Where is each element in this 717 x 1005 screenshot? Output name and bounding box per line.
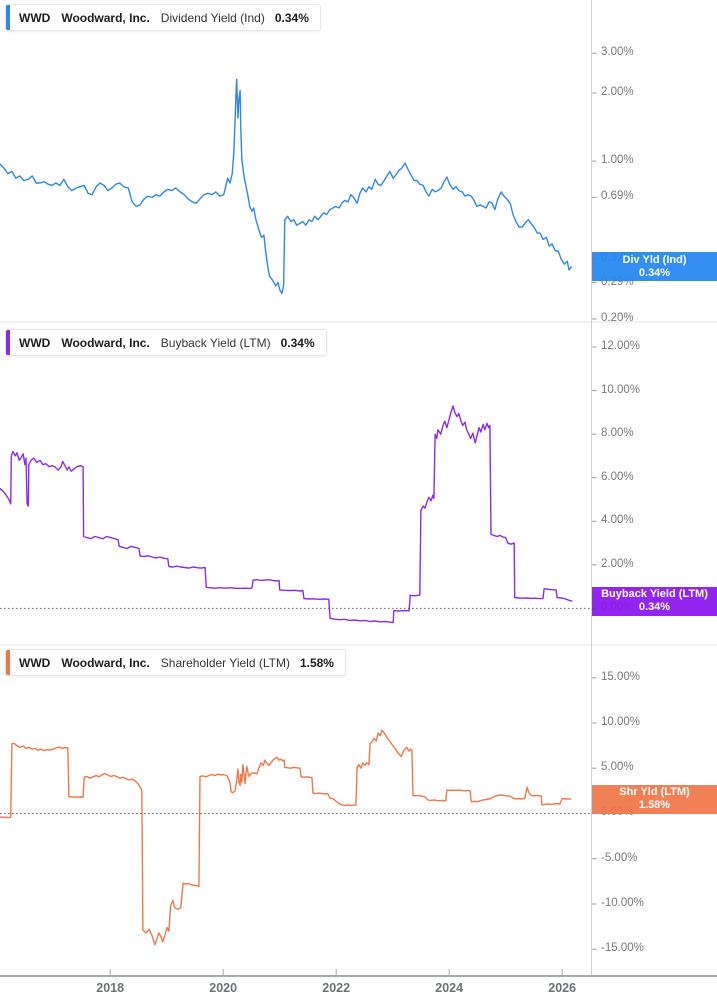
series-color-bar-purple [6,330,10,355]
last-value-badge-buyback-yld: Buyback Yield (LTM) 0.34% [592,586,717,616]
x-tick-label: 2026 [548,981,577,995]
y-tick-label: 0.20% [601,312,634,324]
badge-value: 0.34% [638,266,671,279]
series-color-bar-orange [6,650,10,675]
metric-name: Shareholder Yield (LTM) [160,655,290,670]
y-tick-label: 10.00% [601,383,641,396]
y-tick-label: 2.00% [601,557,634,570]
legend-shareholder-yield[interactable]: WWD Woodward, Inc. Shareholder Yield (LT… [5,649,346,676]
y-tick-label: 8.00% [601,427,634,440]
x-tick-label: 2022 [322,981,351,995]
y-tick-label: 1.00% [601,154,634,167]
metric-name: Buyback Yield (LTM) [160,335,271,350]
legend-buyback-yield[interactable]: WWD Woodward, Inc. Buyback Yield (LTM) 0… [5,329,327,356]
dividend-yield-ind--line [0,78,572,294]
y-tick-label: 6.00% [601,470,634,483]
y-tick-label: 5.00% [601,761,634,774]
badge-label: Div Yld (Ind) [622,253,687,266]
ticker-symbol: WWD [19,655,51,670]
last-value-badge-shr-yld: Shr Yld (LTM) 1.58% [592,784,717,814]
badge-value: 0.34% [638,601,671,613]
badge-label: Shr Yld (LTM) [619,786,690,799]
y-tick-label: 4.00% [601,514,634,527]
y-tick-label: 3.00% [601,46,634,59]
y-tick-label: 2.00% [601,86,634,99]
metric-value: 0.34% [280,335,315,350]
metric-name: Dividend Yield (Ind) [160,10,265,25]
ticker-symbol: WWD [19,335,51,350]
badge-value: 1.58% [638,799,671,812]
ticker-symbol: WWD [19,10,51,25]
x-tick-label: 2018 [96,981,125,995]
y-tick-label: -15.00% [601,942,644,955]
x-tick-label: 2020 [209,981,238,995]
company-name: Woodward, Inc. [61,655,150,670]
x-tick-label: 2024 [435,981,464,995]
company-name: Woodward, Inc. [61,10,150,25]
y-tick-label: -10.00% [601,896,644,909]
shareholder-yield-ltm--line [0,729,572,946]
company-name: Woodward, Inc. [61,335,150,350]
y-tick-label: 10.00% [601,715,641,728]
badge-label: Buyback Yield (LTM) [601,588,708,600]
legend-dividend-yield[interactable]: WWD Woodward, Inc. Dividend Yield (Ind) … [5,4,321,31]
buyback-yield-ltm--line [0,405,573,624]
series-color-bar-blue [6,5,10,30]
y-tick-label: 15.00% [601,670,641,683]
metric-value: 0.34% [274,10,309,25]
last-value-badge-div-yld: Div Yld (Ind) 0.34% [592,252,717,282]
metric-value: 1.58% [299,655,334,670]
y-tick-label: -5.00% [601,851,638,864]
y-tick-label: 12.00% [601,340,641,353]
y-tick-label: 0.69% [601,190,634,203]
